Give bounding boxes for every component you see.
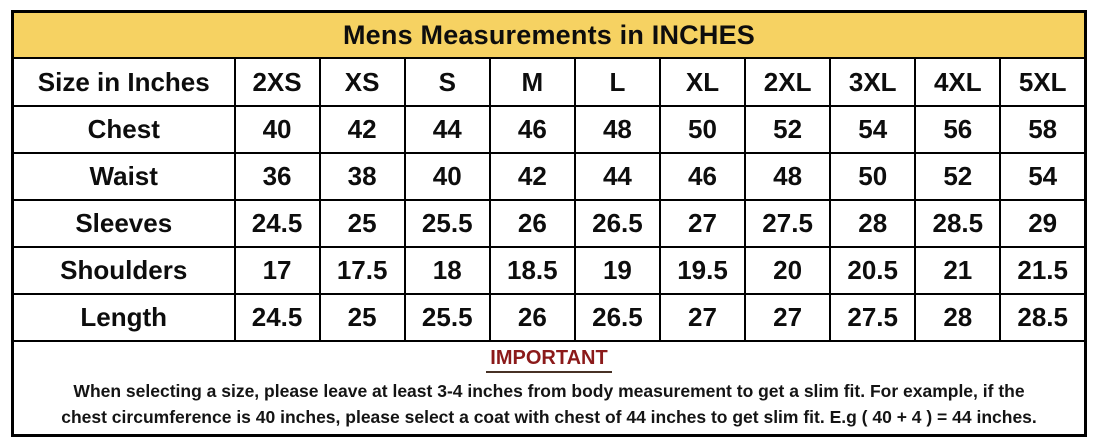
table-cell: 48 — [744, 152, 832, 201]
table-cell: 27 — [658, 199, 747, 248]
table-cell: 25 — [318, 293, 406, 342]
table-cell: 54 — [999, 152, 1087, 201]
table-cell: 28 — [829, 199, 917, 248]
table-cell: 36 — [233, 152, 321, 201]
col-header-3xl: 3XL — [829, 57, 917, 107]
row-label-length: Length — [11, 293, 236, 342]
table-row-chest: Chest 40 42 44 46 48 50 52 54 56 58 — [11, 105, 1087, 154]
col-header-2xl: 2XL — [744, 57, 832, 107]
col-header-m: M — [488, 57, 576, 107]
row-label-chest: Chest — [11, 105, 236, 154]
table-cell: 26.5 — [573, 199, 661, 248]
table-cell: 24.5 — [233, 293, 321, 342]
col-header-5xl: 5XL — [999, 57, 1087, 107]
table-cell: 27.5 — [744, 199, 832, 248]
col-header-xl: XL — [658, 57, 747, 107]
note-row: IMPORTANT When selecting a size, please … — [11, 340, 1087, 437]
table-cell: 46 — [488, 105, 576, 154]
table-cell: 58 — [999, 105, 1087, 154]
table-cell: 18.5 — [488, 246, 576, 295]
table-cell: 46 — [658, 152, 747, 201]
table-cell: 27.5 — [829, 293, 917, 342]
header-row: Size in Inches 2XS XS S M L XL 2XL 3XL 4… — [11, 57, 1087, 107]
table-cell: 27 — [744, 293, 832, 342]
chart-title: Mens Measurements in INCHES — [11, 10, 1087, 59]
col-header-l: L — [573, 57, 661, 107]
table-cell: 48 — [573, 105, 661, 154]
col-header-s: S — [403, 57, 491, 107]
table-cell: 26 — [488, 199, 576, 248]
row-label-sleeves: Sleeves — [11, 199, 236, 248]
table-cell: 19.5 — [658, 246, 747, 295]
table-cell: 28 — [914, 293, 1002, 342]
table-cell: 25.5 — [403, 293, 491, 342]
table-cell: 18 — [403, 246, 491, 295]
row-label-shoulders: Shoulders — [11, 246, 236, 295]
table-cell: 26 — [488, 293, 576, 342]
title-row: Mens Measurements in INCHES — [11, 10, 1087, 59]
mens-size-chart-table: Mens Measurements in INCHES Size in Inch… — [11, 10, 1087, 437]
table-cell: 42 — [488, 152, 576, 201]
table-cell: 52 — [744, 105, 832, 154]
col-header-4xl: 4XL — [914, 57, 1002, 107]
important-note: IMPORTANT When selecting a size, please … — [11, 340, 1087, 437]
table-cell: 27 — [658, 293, 747, 342]
important-heading: IMPORTANT — [486, 347, 612, 373]
col-header-xs: XS — [318, 57, 406, 107]
table-cell: 52 — [914, 152, 1002, 201]
table-cell: 50 — [658, 105, 747, 154]
table-row-sleeves: Sleeves 24.5 25 25.5 26 26.5 27 27.5 28 … — [11, 199, 1087, 248]
table-cell: 21 — [914, 246, 1002, 295]
table-cell: 50 — [829, 152, 917, 201]
table-cell: 56 — [914, 105, 1002, 154]
table-row-shoulders: Shoulders 17 17.5 18 18.5 19 19.5 20 20.… — [11, 246, 1087, 295]
table-cell: 17.5 — [318, 246, 406, 295]
table-cell: 44 — [573, 152, 661, 201]
col-header-2xs: 2XS — [233, 57, 321, 107]
table-cell: 25 — [318, 199, 406, 248]
table-cell: 40 — [233, 105, 321, 154]
row-label-waist: Waist — [11, 152, 236, 201]
table-cell: 38 — [318, 152, 406, 201]
table-cell: 42 — [318, 105, 406, 154]
table-cell: 17 — [233, 246, 321, 295]
table-cell: 21.5 — [999, 246, 1087, 295]
table-cell: 26.5 — [573, 293, 661, 342]
table-cell: 54 — [829, 105, 917, 154]
note-line-1: When selecting a size, please leave at l… — [73, 380, 1025, 401]
table-cell: 29 — [999, 199, 1087, 248]
table-cell: 19 — [573, 246, 661, 295]
table-cell: 24.5 — [233, 199, 321, 248]
table-cell: 20.5 — [829, 246, 917, 295]
table-cell: 25.5 — [403, 199, 491, 248]
table-cell: 28.5 — [999, 293, 1087, 342]
table-cell: 40 — [403, 152, 491, 201]
note-heading-wrap: IMPORTANT — [14, 347, 1084, 378]
table-cell: 20 — [744, 246, 832, 295]
table-cell: 44 — [403, 105, 491, 154]
table-row-waist: Waist 36 38 40 42 44 46 48 50 52 54 — [11, 152, 1087, 201]
table-cell: 28.5 — [914, 199, 1002, 248]
table-row-length: Length 24.5 25 25.5 26 26.5 27 27 27.5 2… — [11, 293, 1087, 342]
col-header-size-in-inches: Size in Inches — [11, 57, 236, 107]
note-line-2: chest circumference is 40 inches, please… — [61, 406, 1037, 427]
